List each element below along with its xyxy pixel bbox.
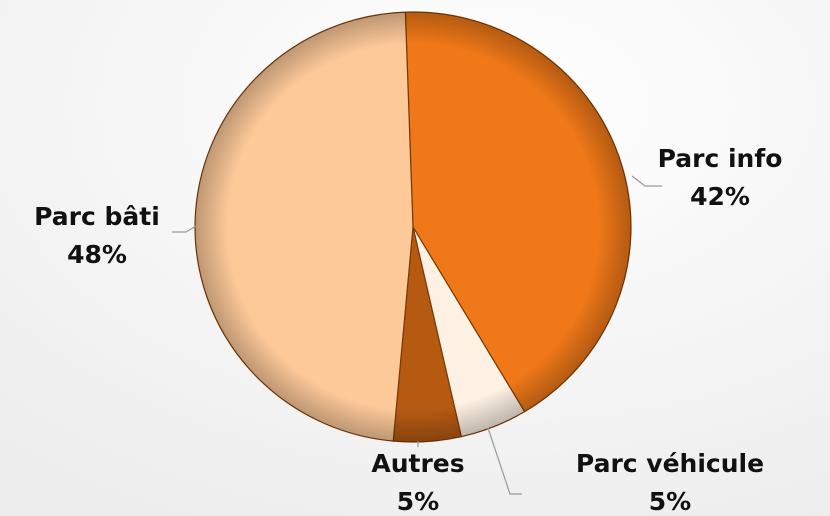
labels: Parc info 42% Parc véhicule 5% Autres 5% Parc … <box>34 144 782 516</box>
slice-label: Parc véhicule <box>576 449 764 478</box>
pie <box>194 11 632 443</box>
slice-value-label: 48% <box>67 240 127 269</box>
leader-line <box>487 427 522 495</box>
slice-label: Parc info <box>658 144 783 173</box>
slice-value-label: 5% <box>649 487 691 516</box>
slice-label: Autres <box>371 449 464 478</box>
slice-value-label: 42% <box>690 182 750 211</box>
leader-line <box>631 175 662 187</box>
slice-value-label: 5% <box>397 487 439 516</box>
slice-label: Parc bâti <box>34 202 160 231</box>
leader-line <box>172 225 197 233</box>
